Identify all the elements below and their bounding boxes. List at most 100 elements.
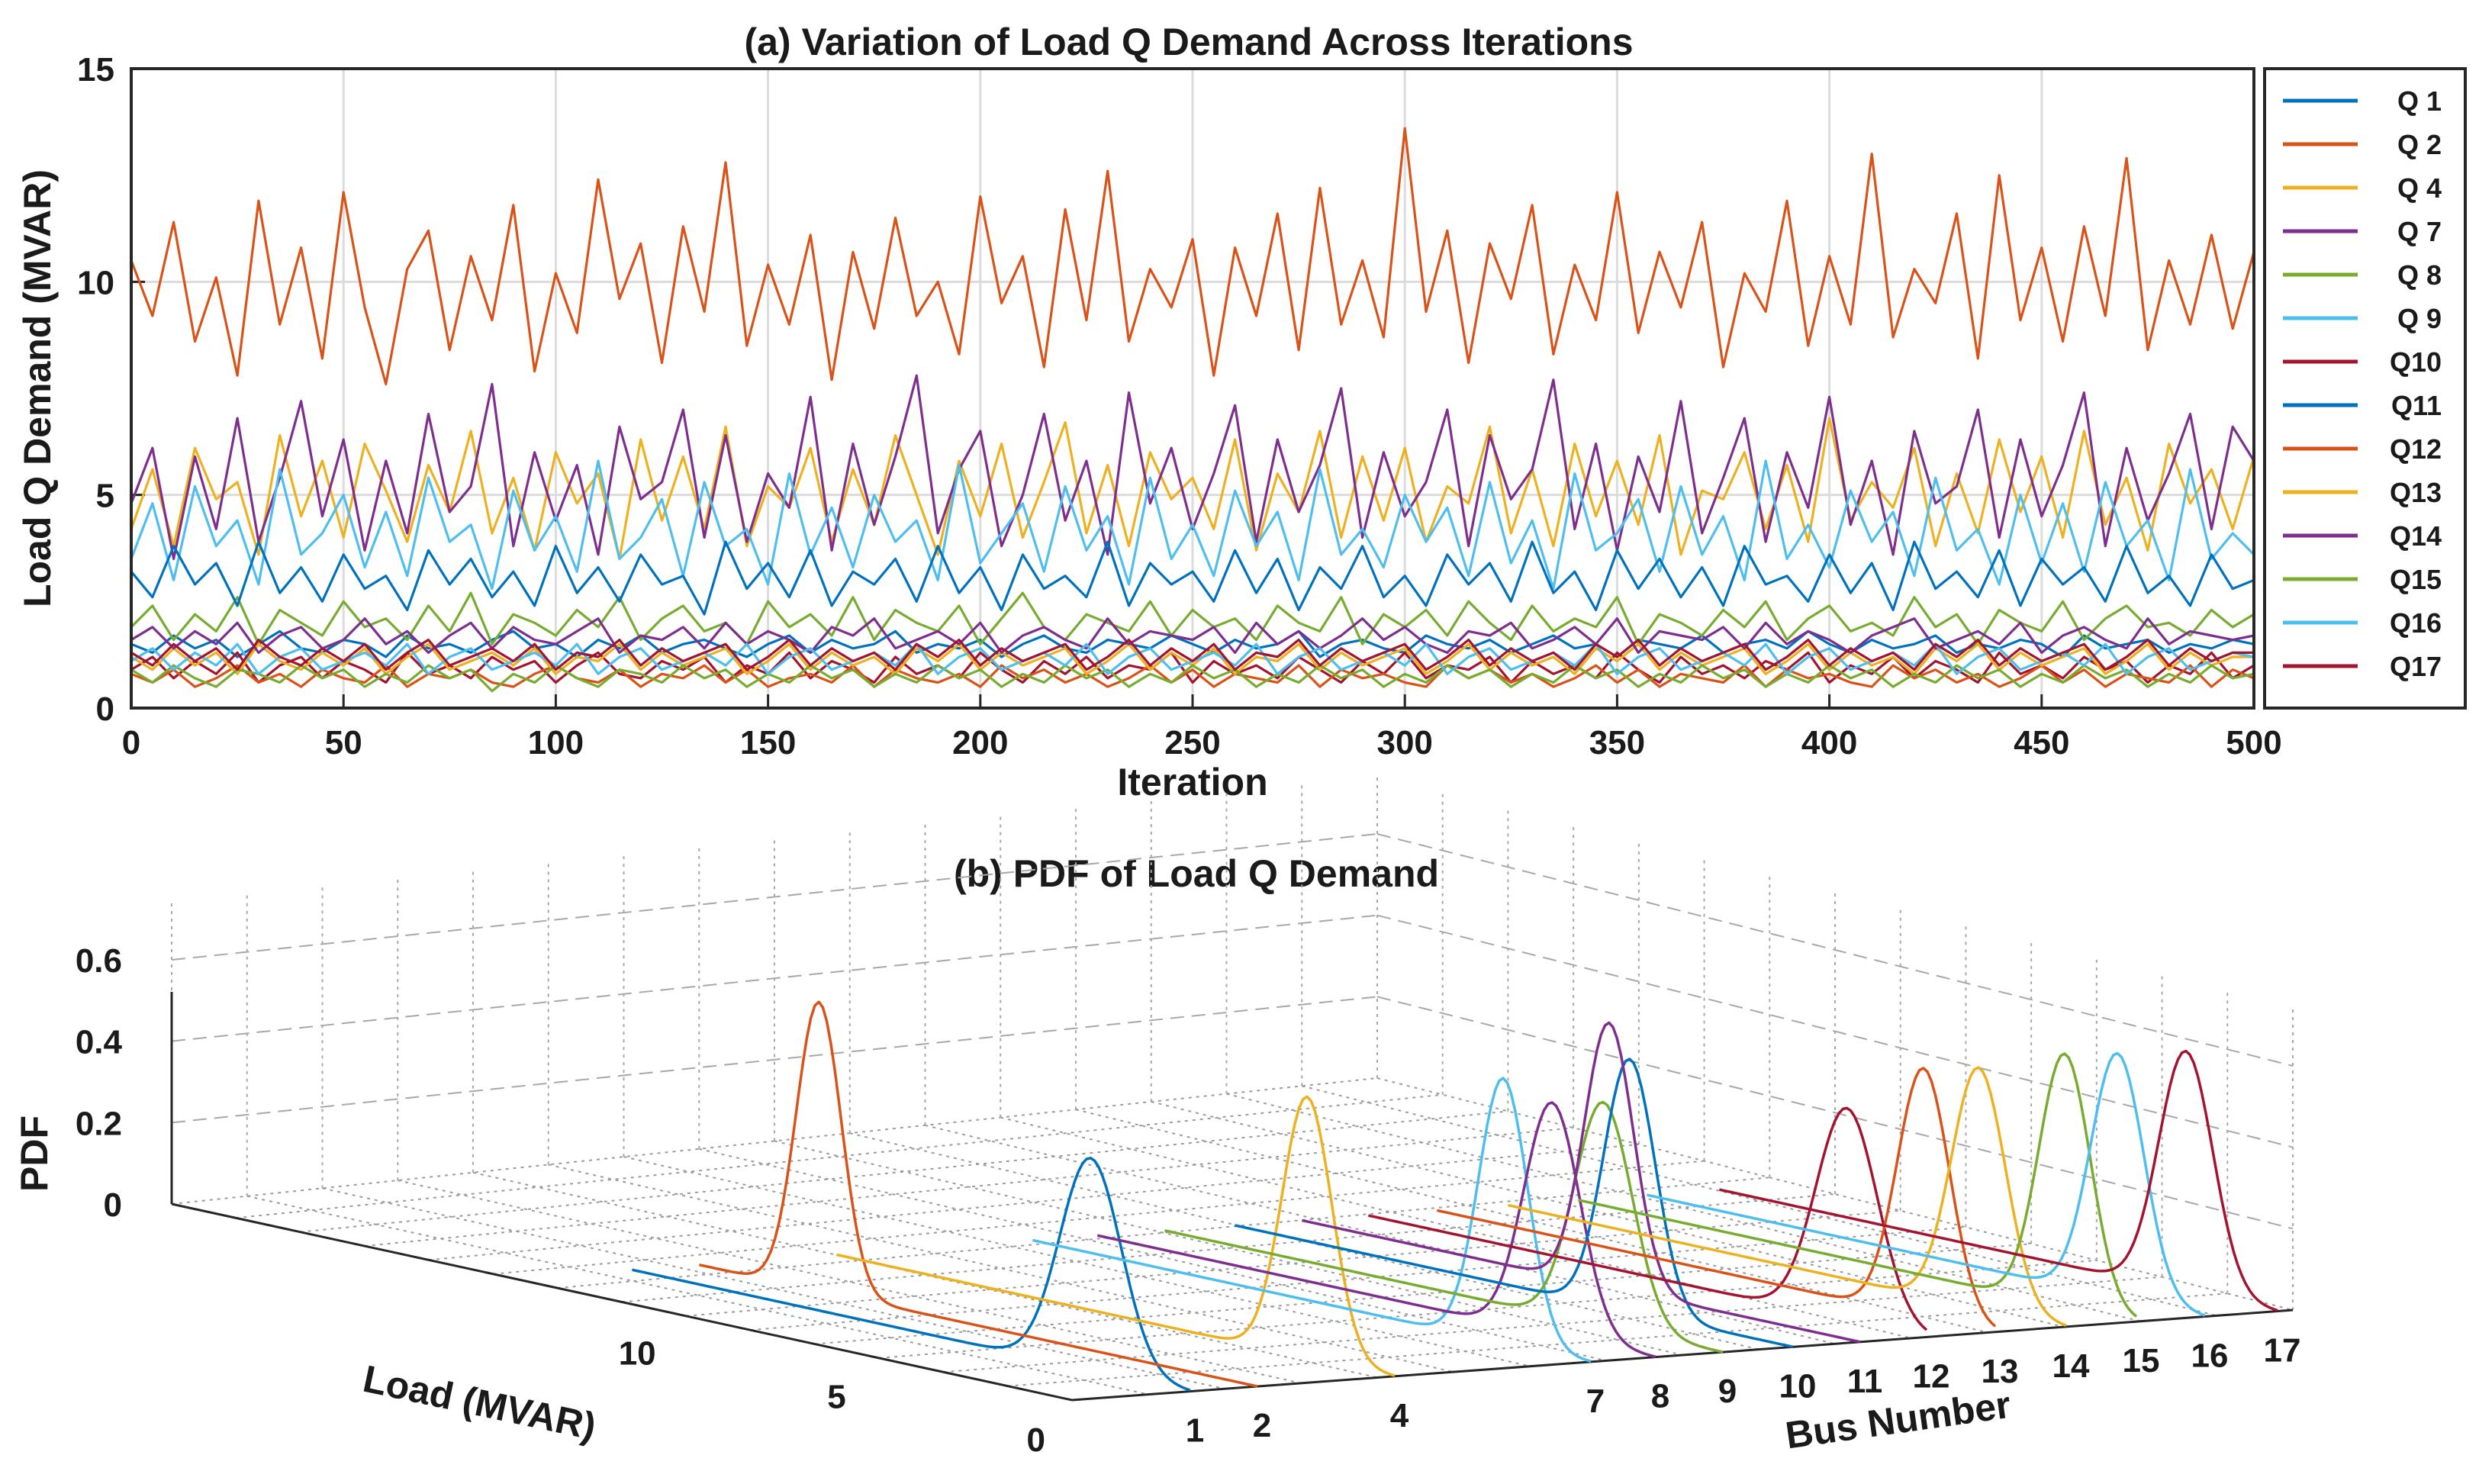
y-tick-label: 5	[96, 478, 114, 515]
legend-label: Q 9	[2397, 303, 2442, 334]
pdf-tick-label: 0	[104, 1186, 122, 1224]
floor-gridline	[1226, 1093, 2141, 1322]
legend-label: Q 4	[2397, 172, 2442, 204]
chart-b-load-axis-label: Load (MVAR)	[359, 1357, 600, 1448]
wall-z-gridline	[171, 914, 1378, 1042]
legend-label: Q16	[2390, 607, 2442, 639]
bus-tick-label: 4	[1390, 1397, 1409, 1434]
x-tick-label: 500	[2226, 724, 2281, 761]
pdf-tick-label: 0.4	[76, 1024, 123, 1061]
x-tick-label: 0	[122, 724, 140, 761]
series-line-q15	[130, 664, 2255, 693]
bus-tick-label: 16	[2191, 1337, 2229, 1374]
series-line-q2	[130, 127, 2255, 385]
legend-label: Q 1	[2397, 85, 2442, 117]
pdf-curve-bus-16	[1647, 1051, 2206, 1317]
x-tick-label: 400	[1801, 724, 1857, 761]
left-wall-placeholder	[172, 950, 1072, 1400]
chart-b-bus-axis-label: Bus Number	[1783, 1383, 2014, 1457]
floor-gridline	[774, 1140, 1683, 1356]
chart-a-gridlines	[130, 67, 2255, 710]
load-tick-label: 5	[827, 1378, 845, 1415]
legend-label: Q17	[2390, 651, 2442, 682]
bus-tick-label: 17	[2264, 1331, 2301, 1369]
floor-gridline	[429, 1143, 1639, 1261]
y-tick-label: 15	[77, 51, 114, 89]
chart-a-legend: Q 1 Q 2 Q 4 Q 7 Q 8 Q 9 Q10 Q11 Q12 Q13 Q14 Q15 Q16 Q…	[2263, 67, 2467, 710]
bus-tick-label: 2	[1253, 1407, 1271, 1444]
x-tick-label: 250	[1164, 724, 1220, 761]
chart-b-title: (b) PDF of Load Q Demand	[954, 852, 1439, 895]
series-line-q12	[130, 664, 2255, 688]
floor-gridline	[1376, 1077, 2294, 1311]
floor-gridline	[623, 1156, 1531, 1367]
legend-label: Q10	[2390, 346, 2442, 378]
floor-gridline	[686, 1209, 1901, 1317]
y-tick-label: 0	[96, 690, 114, 728]
series-line-q4	[130, 417, 2255, 561]
load-tick-label: 10	[619, 1334, 656, 1372]
x-tick-label: 350	[1589, 724, 1645, 761]
panel-a: (a) Variation of Load Q Demand Across It…	[16, 21, 2467, 803]
x-tick-label: 100	[528, 724, 584, 761]
bus-axis-line	[1071, 1309, 2294, 1402]
pdf-curve-bus-7	[1032, 1077, 1592, 1363]
pdf-curve-bus-8	[1097, 1101, 1656, 1358]
pdf-tick-label: 0.2	[76, 1105, 122, 1142]
series-line-q7	[130, 374, 2255, 561]
x-tick-label: 150	[740, 724, 796, 761]
pdf-curve-bus-10	[1235, 1057, 1794, 1349]
x-tick-label: 200	[952, 724, 1008, 761]
series-line-q9	[130, 459, 2255, 591]
legend-label: Q 7	[2397, 216, 2442, 247]
legend-label: Q15	[2390, 564, 2442, 595]
pdf-curve-bus-11	[1302, 1021, 1861, 1344]
floor-gridline	[1000, 1116, 1912, 1339]
chart-a-series	[130, 127, 2255, 693]
floor-gridline	[171, 1077, 1378, 1205]
floor-gridline	[493, 1160, 1705, 1275]
chart-b-pdf-curves	[632, 1000, 2278, 1392]
pdf-curve-bus-9	[1164, 1100, 1724, 1354]
pdf-curve-bus-15	[1578, 1052, 2138, 1318]
chart-a-tick-labels: 0 50 100 150 200 250 300 350 400 450 500 0 5 10 15	[77, 51, 2282, 761]
legend-label: Q11	[2391, 390, 2442, 421]
wall-z-gridline	[1376, 914, 2294, 1148]
bus-tick-label: 11	[1847, 1363, 1883, 1400]
series-line-q11	[130, 540, 2255, 616]
series-line-q17	[130, 638, 2254, 671]
pdf-curve-bus-1	[632, 1157, 1191, 1392]
floor-gridline	[472, 1171, 1378, 1379]
load-tick-label: 0	[1027, 1421, 1045, 1459]
floor-gridline	[548, 1164, 1454, 1373]
floor-gridline	[925, 1124, 1836, 1345]
pdf-curve-bus-12	[1368, 1106, 1928, 1331]
bus-tick-label: 10	[1779, 1367, 1817, 1405]
floor-gridline	[943, 1276, 2162, 1373]
chart-a-x-axis-label: Iteration	[1117, 761, 1267, 803]
bus-tick-label: 12	[1913, 1357, 1950, 1395]
pdf-curve-bus-2	[699, 1000, 1258, 1388]
legend-box	[2263, 67, 2467, 710]
series-line-q14	[130, 617, 2255, 655]
legend-label: Q 2	[2397, 129, 2442, 160]
floor-gridline	[322, 1187, 1225, 1390]
floor-gridline	[1007, 1292, 2228, 1387]
pdf-curve-bus-14	[1508, 1066, 2067, 1327]
pdf-curve-bus-17	[1719, 1049, 2278, 1312]
chart-a-y-axis-label: Load Q Demand (MVAR)	[16, 169, 59, 607]
bus-tick-label: 1	[1186, 1412, 1204, 1450]
series-line-q8	[130, 591, 2255, 645]
load-axis-line	[171, 1202, 1073, 1402]
chart-a-title: (a) Variation of Load Q Demand Across It…	[744, 21, 1633, 63]
wall-z-gridline	[1376, 996, 2294, 1230]
x-tick-label: 450	[2014, 724, 2069, 761]
bus-tick-label: 8	[1651, 1378, 1669, 1415]
pdf-curve-bus-4	[836, 1095, 1396, 1377]
bus-tick-label: 13	[1982, 1353, 2019, 1390]
wall-z-gridline	[1376, 833, 2294, 1067]
legend-label: Q14	[2390, 520, 2442, 552]
panel-b: (b) PDF of Load Q Demand 0 0.2 0.4 0.6 10 5 0 1…	[13, 773, 2300, 1459]
wall-z-gridline	[171, 833, 1378, 961]
